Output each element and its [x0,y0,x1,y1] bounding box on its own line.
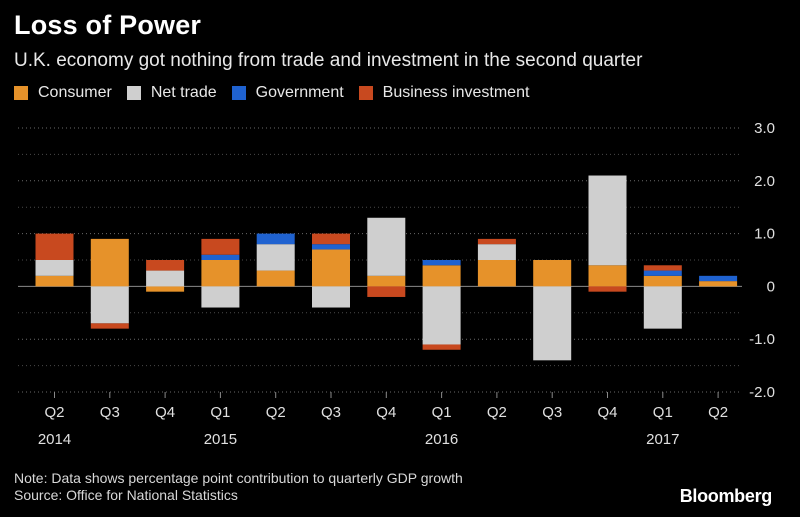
bar-net-trade [146,270,185,287]
year-label: 2016 [425,431,458,448]
legend: Consumer Net trade Government Business i… [14,84,544,102]
bar-consumer [533,260,572,287]
bar-consumer [35,275,74,287]
bar-net-trade [312,286,350,308]
legend-label-net-trade: Net trade [150,84,217,101]
x-tick-label: Q3 [100,404,120,421]
chart-subtitle: U.K. economy got nothing from trade and … [14,50,643,71]
bar-business-investment [422,344,461,350]
bar-consumer [699,281,738,287]
bar-consumer [643,275,682,287]
x-tick-label: Q1 [210,404,230,421]
bar-net-trade [588,175,627,266]
y-tick-label: -1.0 [749,331,775,348]
y-tick-label: 3.0 [754,120,775,137]
legend-item-government: Government [231,84,344,102]
bar-government [699,275,738,282]
legend-swatch-consumer [14,86,28,100]
bar-business-investment [312,233,350,245]
x-tick-label: Q1 [432,404,452,421]
bar-net-trade [367,217,406,276]
y-tick-label: 1.0 [754,226,775,243]
bar-consumer [256,270,295,287]
x-tick-label: Q3 [321,404,341,421]
bar-business-investment [35,233,74,260]
bar-net-trade [643,286,682,329]
x-tick-label: Q2 [487,404,507,421]
legend-item-net-trade: Net trade [126,84,217,102]
x-tick-label: Q1 [653,404,673,421]
legend-item-business-investment: Business investment [358,84,530,102]
stacked-bar-chart: 3.0 2.0 1.0 0 -1.0 -2.0 Q2 Q3 Q4 Q1 Q2 Q3 Q4 Q1 Q2 Q3 Q4… [18,120,775,448]
bar-consumer [312,249,350,287]
bar-consumer [588,265,627,287]
year-label: 2015 [204,431,237,448]
x-tick-label: Q4 [155,404,175,421]
bar-net-trade [35,260,74,276]
bar-business-investment [367,286,406,297]
year-label: 2017 [646,431,679,448]
chart-title: Loss of Power [14,10,202,40]
bar-government [312,244,350,250]
x-tick-label: Q4 [597,404,617,421]
bar-business-investment [146,260,185,271]
bar-business-investment [201,238,240,255]
legend-label-business-investment: Business investment [382,84,530,101]
footnote: Note: Data shows percentage point contri… [14,470,463,504]
bar-government [201,254,240,260]
bar-government [256,233,295,245]
x-tick-label: Q2 [708,404,728,421]
bar-business-investment [643,265,682,271]
bloomberg-logo: Bloomberg [679,486,773,506]
bar-consumer [367,275,406,287]
legend-swatch-government [231,86,246,100]
bar-net-trade [256,244,295,271]
legend-label-government: Government [255,84,344,101]
bar-consumer [422,265,461,287]
x-tick-label: Q2 [266,404,286,421]
x-tick-label: Q3 [542,404,562,421]
legend-label-consumer: Consumer [38,84,112,101]
bar-government [643,270,682,276]
note-text: Note: Data shows percentage point contri… [14,470,463,486]
x-tick-label: Q4 [376,404,396,421]
legend-swatch-business-investment [358,86,373,100]
year-label: 2014 [38,431,71,448]
bar-net-trade [90,286,129,324]
bar-net-trade [533,286,572,361]
bar-net-trade [201,286,240,308]
bar-consumer [201,260,240,287]
bar-net-trade [422,286,461,345]
legend-swatch-net-trade [126,86,141,100]
bar-business-investment [477,238,516,245]
bar-consumer [477,260,516,287]
bar-business-investment [90,323,129,329]
bar-consumer [90,238,129,287]
bar-government [422,260,461,266]
bar-consumer [146,286,185,292]
bar-net-trade [477,244,516,260]
x-tick-label: Q2 [44,404,64,421]
y-tick-label: 2.0 [754,173,775,190]
bar-business-investment [588,286,627,292]
y-tick-label: -2.0 [749,384,775,401]
y-tick-label: 0 [767,278,775,295]
source-text: Source: Office for National Statistics [14,487,238,503]
legend-item-consumer: Consumer [14,84,112,102]
